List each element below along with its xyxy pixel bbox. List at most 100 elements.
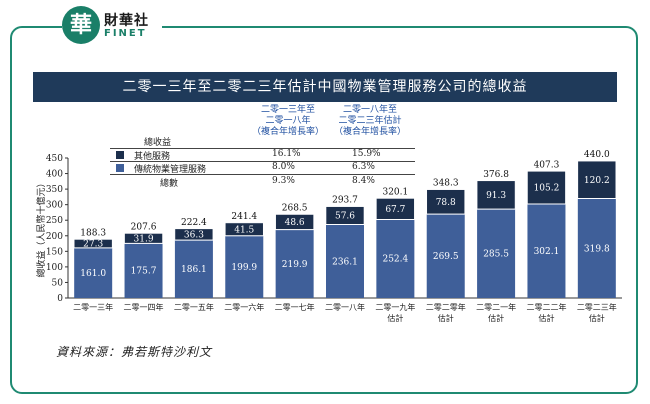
data-label-total: 207.6 (131, 222, 157, 232)
growth-table-rule (110, 174, 415, 175)
x-tick-label: 估計 (488, 313, 504, 323)
data-label-traditional: 199.9 (231, 263, 257, 273)
logo-name-cn: 財華社 (104, 13, 149, 29)
data-label-traditional: 252.4 (382, 255, 408, 265)
y-tick-label: 0 (57, 294, 63, 304)
x-tick-label: 二零二零年 (426, 302, 466, 312)
data-label-total: 293.7 (332, 196, 358, 206)
data-label-total: 222.4 (181, 218, 207, 228)
x-tick-label: 二零二二年 (526, 302, 566, 312)
growth-col-header-2-line-1: 二零一八年至 (342, 105, 397, 115)
data-label-total: 348.3 (433, 179, 459, 189)
logo-mark-icon: 華 (62, 6, 100, 44)
data-label-traditional: 319.8 (584, 244, 610, 254)
growth-value-traditional-2: 6.3% (352, 162, 375, 172)
logo-name-en: FINET (104, 28, 147, 39)
x-tick-label: 二零二三年 (577, 302, 617, 312)
growth-value-total-2: 8.4% (352, 176, 375, 186)
growth-value-total-1: 9.3% (272, 176, 295, 186)
finet-logo: 華 財華社 FINET (62, 6, 162, 46)
x-tick-label: 二零一七年 (275, 302, 315, 312)
y-tick-label: 150 (46, 247, 63, 257)
data-label-total: 268.5 (282, 203, 308, 213)
bar-traditional (174, 240, 213, 298)
growth-value-other-2: 15.9% (352, 149, 381, 159)
data-label-traditional: 285.5 (483, 250, 509, 260)
data-label-total: 440.0 (584, 150, 610, 160)
y-tick-label: 400 (46, 170, 63, 180)
y-tick-label: 200 (46, 232, 63, 242)
x-tick-label: 二零二一年 (476, 302, 516, 312)
y-tick-label: 50 (52, 278, 64, 288)
data-label-other: 57.6 (335, 212, 355, 222)
y-tick-label: 300 (46, 201, 63, 211)
growth-value-traditional-1: 8.0% (272, 162, 295, 172)
data-label-other: 78.8 (436, 198, 456, 208)
growth-value-other-1: 16.1% (272, 149, 301, 159)
data-label-total: 407.3 (534, 160, 560, 170)
x-tick-label: 二零一五年 (174, 302, 214, 312)
bar-traditional (527, 204, 566, 298)
y-tick-label: 350 (46, 185, 63, 195)
data-label-traditional: 236.1 (332, 257, 358, 267)
data-label-other: 67.7 (385, 205, 405, 215)
growth-row-label-total: 總數 (160, 179, 179, 189)
legend-swatch-traditional (116, 164, 124, 172)
growth-col-header-2-line-3: （複合年增長率） (333, 127, 406, 137)
source-note: 資料來源：弗若斯特沙利文 (56, 345, 213, 359)
bar-traditional (275, 229, 314, 298)
x-tick-label: 估計 (589, 313, 605, 323)
growth-col-header-1-line-1: 二零一三年至 (260, 105, 315, 115)
x-tick-label: 二零一八年 (325, 302, 365, 312)
bar-traditional (225, 235, 264, 298)
x-tick-label: 估計 (387, 313, 403, 323)
x-tick-label: 二零一九年 (375, 302, 415, 312)
growth-col-header-1-line-2: 二零一八年 (265, 116, 311, 126)
growth-table-rule (110, 148, 415, 149)
bar-other (527, 170, 566, 205)
y-axis-title: 總收益（人民幣十億元） (35, 178, 47, 277)
growth-table-rule (110, 161, 415, 162)
growth-row-label-traditional: 傳統物業管理服務 (134, 165, 207, 175)
growth-row-label-other: 其他服務 (134, 152, 171, 162)
bar-traditional (477, 209, 516, 298)
bar-traditional (74, 247, 113, 298)
data-label-other: 120.2 (584, 176, 610, 186)
x-tick-label: 估計 (438, 313, 454, 323)
bar-traditional (376, 219, 415, 298)
y-tick-label: 450 (46, 154, 63, 164)
x-tick-label: 二零一四年 (124, 302, 164, 312)
data-label-total: 320.1 (382, 187, 408, 197)
chart-title: 二零一三年至二零二三年估計中國物業管理服務公司的總收益 (33, 72, 617, 102)
bar-other (577, 160, 617, 199)
data-label-total: 241.4 (231, 212, 257, 222)
bar-traditional (124, 243, 163, 298)
data-label-total: 376.8 (483, 170, 509, 180)
growth-col-header-2-line-2: 二零二三年估計 (338, 116, 402, 126)
growth-col-header-1-line-3: （複合年增長率） (251, 127, 324, 137)
data-label-total: 188.3 (80, 228, 106, 238)
growth-col-header-2: 二零一八年至 二零二三年估計 （複合年增長率） (328, 105, 412, 138)
data-label-traditional: 161.0 (80, 269, 106, 279)
bar-traditional (577, 198, 616, 298)
data-label-other: 48.6 (285, 218, 305, 228)
data-label-other: 41.5 (234, 225, 254, 235)
data-label-traditional: 302.1 (534, 247, 560, 257)
growth-col-header-1: 二零一三年至 二零一八年 （複合年增長率） (248, 105, 328, 138)
x-tick-label: 估計 (538, 313, 554, 323)
data-label-traditional: 175.7 (131, 267, 157, 277)
data-label-other: 105.2 (534, 184, 560, 194)
data-label-other: 27.3 (83, 240, 103, 250)
bar-traditional (426, 214, 465, 298)
y-tick-label: 250 (46, 216, 63, 226)
x-tick-label: 二零一六年 (224, 302, 264, 312)
data-label-traditional: 269.5 (433, 252, 459, 262)
data-label-other: 36.3 (184, 230, 204, 240)
data-label-traditional: 186.1 (181, 265, 207, 275)
data-label-other: 91.3 (486, 191, 506, 201)
data-label-other: 31.9 (134, 234, 154, 244)
x-tick-label: 二零一三年 (73, 302, 113, 312)
data-label-traditional: 219.9 (282, 260, 308, 270)
growth-row-header: 總收益 (144, 138, 172, 148)
